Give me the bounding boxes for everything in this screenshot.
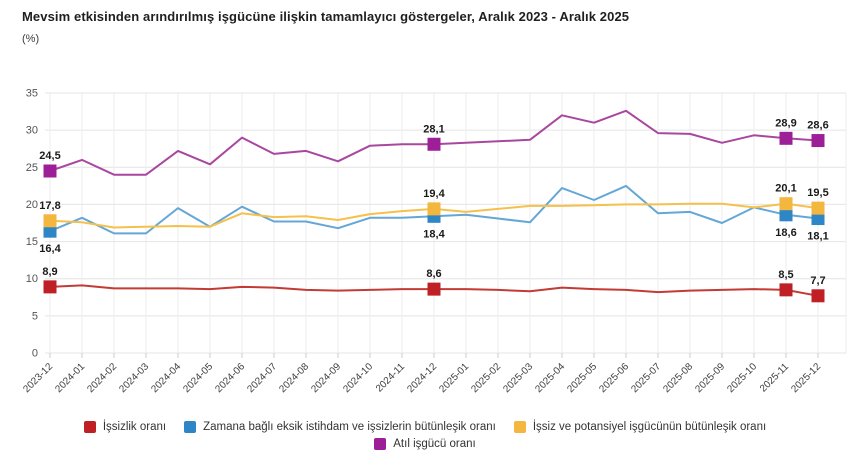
- svg-text:28,9: 28,9: [775, 117, 796, 129]
- svg-text:30: 30: [26, 125, 38, 137]
- svg-text:18,1: 18,1: [807, 231, 828, 243]
- svg-text:15: 15: [26, 236, 38, 248]
- svg-text:25: 25: [26, 162, 38, 174]
- svg-text:2025-05: 2025-05: [565, 361, 599, 395]
- svg-text:2025-08: 2025-08: [661, 361, 695, 395]
- svg-text:2024-01: 2024-01: [53, 361, 87, 395]
- svg-text:19,4: 19,4: [423, 188, 445, 200]
- svg-text:2024-11: 2024-11: [374, 361, 408, 395]
- svg-text:2024-06: 2024-06: [213, 361, 247, 395]
- legend-row-2: Atıl işgücü oranı: [374, 438, 476, 450]
- svg-text:2025-03: 2025-03: [501, 361, 535, 395]
- svg-text:28,1: 28,1: [423, 123, 444, 135]
- svg-text:2025-02: 2025-02: [469, 361, 503, 395]
- legend-item-potential-labour-force[interactable]: İşsiz ve potansiyel işgücünün bütünleşik…: [513, 421, 767, 433]
- legend-label-time-related-underemployment: Zamana bağlı eksik istihdam ve işsizleri…: [203, 421, 496, 433]
- svg-text:5: 5: [32, 310, 38, 322]
- legend-item-time-related-underemployment[interactable]: Zamana bağlı eksik istihdam ve işsizleri…: [184, 421, 496, 433]
- svg-text:8,9: 8,9: [42, 266, 57, 278]
- svg-text:2024-07: 2024-07: [245, 361, 279, 395]
- legend-label-potential-labour-force: İşsiz ve potansiyel işgücünün bütünleşik…: [532, 421, 767, 433]
- svg-text:2024-09: 2024-09: [309, 361, 343, 395]
- legend-label-unemployment-rate: İşsizlik oranı: [102, 421, 167, 433]
- legend-row-1: İşsizlik oranı Zamana bağlı eksik istihd…: [83, 421, 767, 433]
- chart-legend: İşsizlik oranı Zamana bağlı eksik istihd…: [0, 421, 850, 450]
- svg-text:2025-09: 2025-09: [693, 361, 727, 395]
- svg-text:2024-12: 2024-12: [405, 361, 439, 395]
- svg-text:10: 10: [26, 273, 38, 285]
- svg-text:35: 35: [26, 88, 38, 100]
- svg-text:19,5: 19,5: [807, 187, 828, 199]
- svg-text:2025-10: 2025-10: [725, 361, 759, 395]
- svg-text:7,7: 7,7: [810, 275, 825, 287]
- svg-text:20: 20: [26, 199, 38, 211]
- svg-text:28,6: 28,6: [807, 120, 828, 132]
- svg-text:2024-04: 2024-04: [149, 361, 183, 395]
- svg-text:2024-03: 2024-03: [117, 361, 151, 395]
- svg-text:2023-12: 2023-12: [21, 361, 55, 395]
- legend-swatch-blue: [184, 421, 197, 433]
- svg-text:0: 0: [32, 348, 38, 360]
- legend-swatch-red: [83, 421, 96, 433]
- svg-text:2025-07: 2025-07: [629, 361, 663, 395]
- svg-text:2024-10: 2024-10: [341, 361, 375, 395]
- svg-text:18,6: 18,6: [775, 227, 796, 239]
- legend-swatch-purple: [374, 438, 387, 450]
- legend-item-unemployment-rate[interactable]: İşsizlik oranı: [83, 421, 167, 433]
- svg-text:8,5: 8,5: [778, 269, 793, 281]
- legend-item-labour-underutilization[interactable]: Atıl işgücü oranı: [374, 438, 476, 450]
- svg-text:2024-02: 2024-02: [85, 361, 119, 395]
- legend-swatch-yellow: [513, 421, 526, 433]
- svg-text:24,5: 24,5: [39, 150, 60, 162]
- svg-text:2025-04: 2025-04: [533, 361, 567, 395]
- svg-text:2024-08: 2024-08: [277, 361, 311, 395]
- svg-text:2024-05: 2024-05: [181, 361, 215, 395]
- svg-text:18,4: 18,4: [423, 228, 445, 240]
- svg-text:17,8: 17,8: [39, 200, 60, 212]
- svg-text:20,1: 20,1: [775, 183, 796, 195]
- svg-text:2025-01: 2025-01: [437, 361, 471, 395]
- chart-title: Mevsim etkisinden arındırılmış işgücüne …: [22, 9, 630, 24]
- svg-text:2025-12: 2025-12: [789, 361, 823, 395]
- svg-text:2025-11: 2025-11: [758, 361, 792, 395]
- svg-text:2025-06: 2025-06: [597, 361, 631, 395]
- svg-text:8,6: 8,6: [426, 268, 441, 280]
- svg-text:16,4: 16,4: [39, 243, 61, 255]
- y-axis-unit-label: (%): [22, 33, 40, 45]
- legend-label-labour-underutilization: Atıl işgücü oranı: [393, 438, 476, 450]
